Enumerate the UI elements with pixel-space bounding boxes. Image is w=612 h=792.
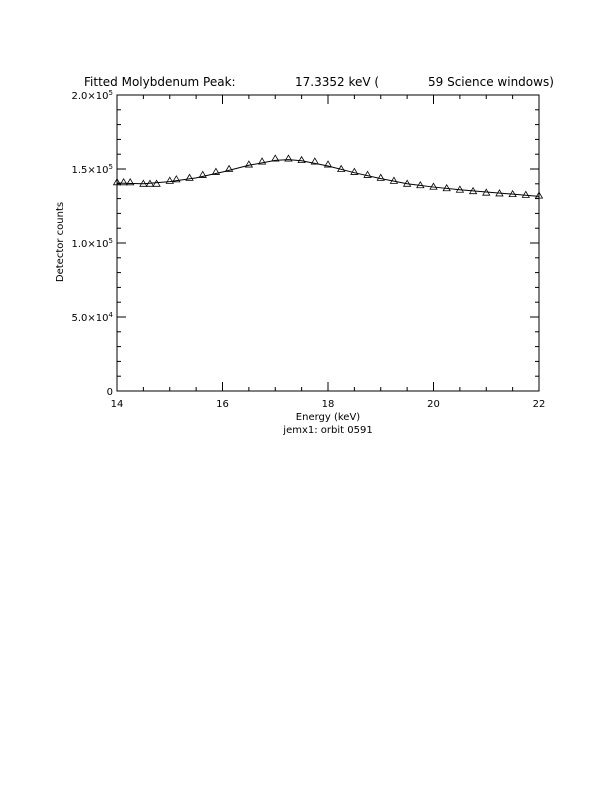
data-point: [172, 175, 181, 183]
data-point: [442, 183, 451, 192]
x-axis-label: Energy (keV): [296, 412, 361, 423]
fit-curve: [116, 159, 540, 197]
chart-title-energy: 17.3352 keV (: [295, 75, 379, 89]
data-point: [521, 190, 531, 198]
data-point: [416, 180, 425, 189]
x-tick-label: 16: [216, 399, 229, 410]
data-point: [152, 179, 161, 187]
data-point: [350, 167, 359, 175]
data-point: [376, 173, 385, 181]
data-point: [429, 182, 438, 190]
y-tick-exponent: 5: [109, 163, 113, 171]
data-point: [198, 170, 207, 178]
x-tick-label: 22: [533, 399, 546, 410]
y-tick-exponent: 5: [109, 237, 113, 245]
y-tick-label: 2.0×105: [72, 89, 113, 102]
y-tick-exponent: 4: [109, 311, 114, 319]
x-axis-ticks: 14 16 18 20 22: [111, 95, 546, 410]
data-point: [389, 176, 399, 184]
y-tick-mantissa: 1.0×10: [72, 239, 109, 250]
data-point: [336, 164, 346, 172]
x-tick-label: 18: [322, 399, 335, 410]
data-point: [244, 160, 254, 168]
y-tick-label: 5.0×104: [72, 311, 114, 324]
chart-title-windows: 59 Science windows): [428, 75, 554, 89]
data-point: [482, 188, 491, 196]
data-point: [185, 173, 194, 181]
data-point: [224, 164, 234, 172]
data-point: [139, 179, 148, 187]
data-point: [534, 191, 544, 199]
chart-title-prefix: Fitted Molybdenum Peak:: [84, 75, 236, 89]
y-axis-label: Detector counts: [55, 202, 66, 282]
data-point: [402, 179, 412, 187]
data-point: [119, 178, 128, 186]
data-point: [145, 179, 155, 187]
data-point: [323, 160, 333, 168]
data-point: [508, 189, 517, 198]
x-tick-label: 20: [427, 399, 440, 410]
y-tick-label: 1.5×105: [72, 163, 113, 176]
y-tick-mantissa: 0: [107, 387, 113, 398]
data-point: [468, 186, 478, 195]
data-point: [257, 157, 267, 165]
y-tick-label: 1.0×105: [72, 237, 113, 250]
x-tick-label: 14: [111, 399, 124, 410]
y-tick-mantissa: 2.0×10: [72, 91, 109, 102]
data-point: [125, 178, 135, 186]
data-point: [165, 176, 174, 184]
axes: [116, 94, 540, 392]
data-point: [297, 155, 306, 164]
data-point: [284, 154, 293, 162]
y-tick-exponent: 5: [109, 89, 113, 97]
data-point: [363, 170, 372, 178]
y-tick-label: 0: [107, 387, 113, 398]
data-point: [310, 157, 320, 165]
data-points-layer: [112, 154, 544, 199]
data-point: [112, 178, 122, 186]
fit-curve-layer: [116, 159, 540, 197]
y-tick-mantissa: 1.5×10: [72, 165, 109, 176]
data-point: [271, 154, 280, 162]
y-tick-mantissa: 5.0×10: [72, 313, 109, 324]
data-point: [455, 185, 465, 193]
chart-subtitle: jemx1: orbit 0591: [282, 425, 372, 436]
data-point: [495, 189, 504, 197]
data-point: [211, 167, 221, 175]
plot-frame: [116, 94, 540, 392]
